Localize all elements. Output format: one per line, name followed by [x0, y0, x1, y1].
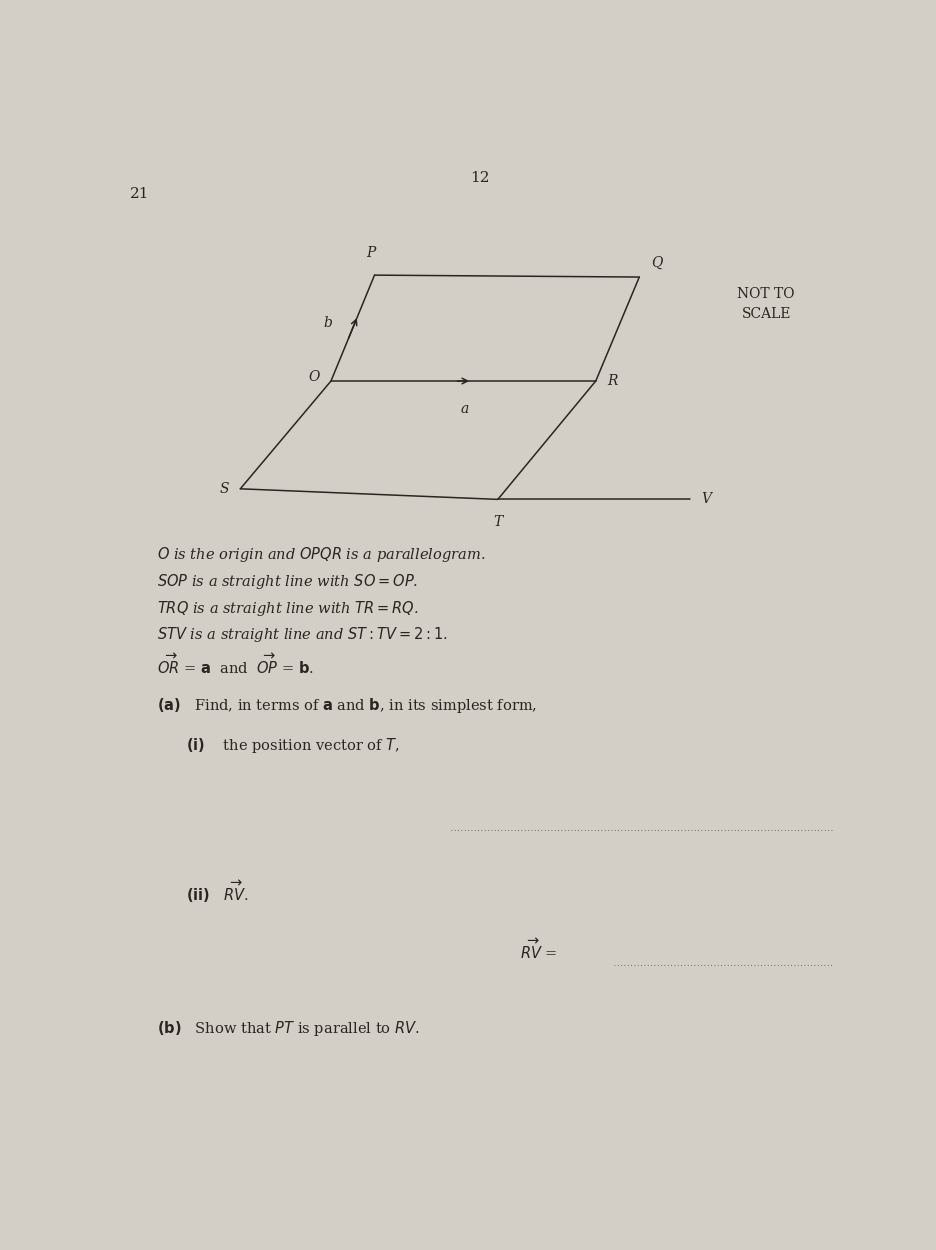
- Text: $\overrightarrow{OR}$ = $\mathbf{a}$  and  $\overrightarrow{OP}$ = $\mathbf{b}$.: $\overrightarrow{OR}$ = $\mathbf{a}$ and…: [157, 652, 314, 676]
- Text: $O$ is the origin and $OPQR$ is a parallelogram.: $O$ is the origin and $OPQR$ is a parall…: [157, 545, 486, 564]
- Text: P: P: [366, 246, 375, 260]
- Text: T: T: [493, 515, 503, 529]
- Text: b: b: [323, 316, 331, 330]
- Text: $STV$ is a straight line and $ST : TV = 2 : 1$.: $STV$ is a straight line and $ST : TV = …: [157, 625, 447, 645]
- Text: O: O: [308, 370, 319, 384]
- Text: Q: Q: [651, 255, 663, 269]
- Text: $\mathbf{(ii)}$   $\overrightarrow{RV}$.: $\mathbf{(ii)}$ $\overrightarrow{RV}$.: [186, 879, 249, 905]
- Text: 12: 12: [470, 171, 490, 185]
- Text: $\overrightarrow{RV}$ =: $\overrightarrow{RV}$ =: [519, 938, 557, 962]
- Text: R: R: [607, 374, 618, 388]
- Text: $TRQ$ is a straight line with $TR = RQ$.: $TRQ$ is a straight line with $TR = RQ$.: [157, 599, 418, 618]
- Text: S: S: [219, 481, 228, 496]
- Text: $\mathbf{(b)}$   Show that $PT$ is parallel to $RV$.: $\mathbf{(b)}$ Show that $PT$ is paralle…: [157, 1019, 419, 1038]
- Text: NOT TO
SCALE: NOT TO SCALE: [738, 286, 795, 321]
- Text: V: V: [702, 492, 711, 506]
- Text: 21: 21: [130, 186, 150, 200]
- Text: $SOP$ is a straight line with $SO = OP$.: $SOP$ is a straight line with $SO = OP$.: [157, 571, 418, 590]
- Text: $\mathbf{(i)}$    the position vector of $T$,: $\mathbf{(i)}$ the position vector of $T…: [186, 736, 400, 755]
- Text: a: a: [461, 402, 469, 416]
- Text: $\mathbf{(a)}$   Find, in terms of $\mathbf{a}$ and $\mathbf{b}$, in its simples: $\mathbf{(a)}$ Find, in terms of $\mathb…: [157, 695, 537, 715]
